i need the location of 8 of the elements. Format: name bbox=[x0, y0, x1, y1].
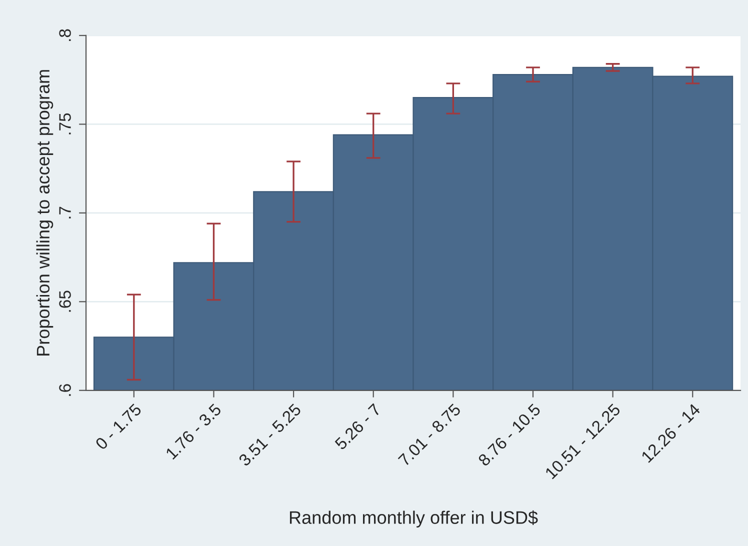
y-tick-label: .75 bbox=[59, 113, 71, 134]
x-axis-title: Random monthly offer in USD$ bbox=[290, 510, 538, 528]
y-tick-label: .6 bbox=[59, 384, 71, 396]
y-axis-title: Proportion willing to accept program bbox=[36, 70, 54, 356]
y-tick-label: .8 bbox=[59, 29, 71, 41]
y-tick-label: .65 bbox=[59, 290, 71, 312]
y-tick-label: .7 bbox=[59, 206, 71, 218]
x-tick-label: 5.26 - 7 bbox=[334, 403, 382, 450]
